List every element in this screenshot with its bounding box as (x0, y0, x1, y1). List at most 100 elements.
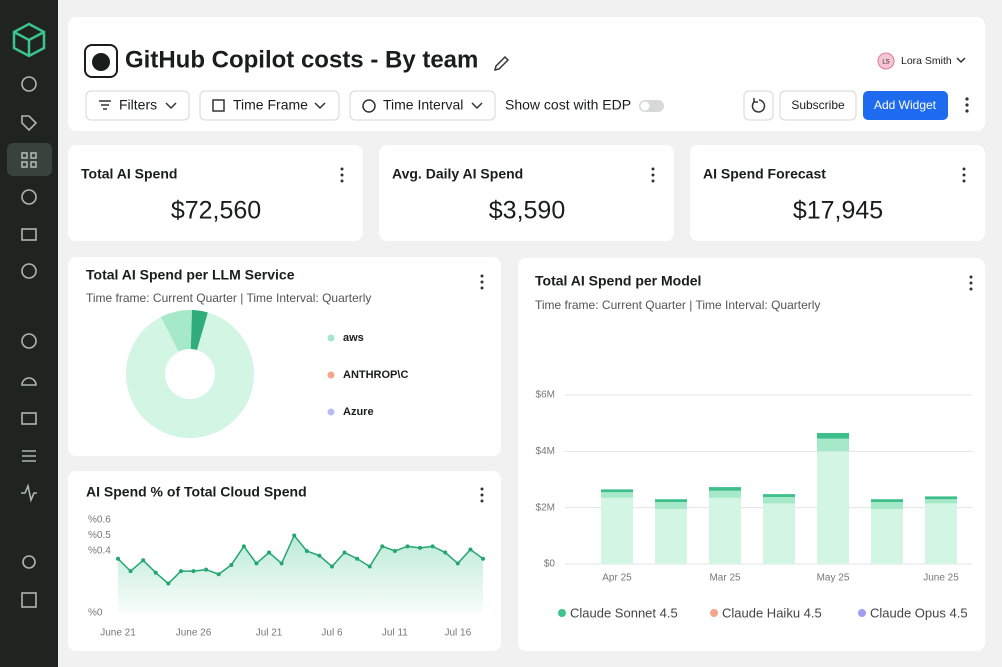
nav-users[interactable] (22, 555, 36, 569)
nav-explore[interactable] (21, 263, 37, 279)
line-point (304, 549, 309, 553)
y-tick-label: $4M (536, 446, 555, 457)
legend-label: Claude Haiku 4.5 (722, 605, 822, 620)
bar-segment (709, 490, 741, 498)
x-tick-label: Apr 25 (602, 573, 632, 584)
filters-button[interactable] (85, 90, 190, 121)
bar-segment (871, 502, 903, 510)
calendar-icon (212, 99, 225, 112)
nav-reports[interactable] (21, 189, 37, 205)
refresh-icon (751, 98, 766, 113)
line-point (216, 572, 221, 577)
nav-dash (21, 161, 28, 168)
y-tick-label: $6M (536, 390, 555, 401)
bar-segment (601, 489, 633, 493)
time-frame-button[interactable] (199, 90, 340, 121)
copilot-face (92, 53, 110, 71)
line-point (355, 556, 360, 561)
nav-wallet[interactable] (21, 412, 37, 425)
kpi-value: $72,560 (171, 197, 261, 225)
card-menu[interactable] (480, 487, 484, 503)
bar-segment (709, 487, 741, 491)
nav-dash (30, 152, 37, 159)
legend-dot (558, 609, 566, 617)
legend-label: aws (343, 332, 364, 344)
time-interval-label: Time Interval (383, 97, 463, 113)
x-tick-label: June 26 (176, 628, 212, 639)
line-point (254, 561, 259, 566)
line-point (141, 558, 146, 563)
nav-gauge[interactable] (21, 377, 37, 386)
bar-segment (925, 503, 957, 564)
line-point (342, 550, 347, 555)
line-point (191, 569, 196, 574)
line-point (241, 544, 246, 549)
legend-label: ANTHROP\C (343, 369, 408, 381)
line-point (405, 544, 410, 549)
line-point (153, 570, 158, 575)
time-interval-button[interactable] (349, 90, 496, 121)
kpi-menu (340, 173, 344, 177)
bar-segment (655, 499, 687, 503)
nav-dash (30, 161, 37, 168)
nav-active[interactable] (7, 143, 52, 176)
user-caret[interactable] (956, 57, 966, 64)
nav-activity[interactable] (21, 483, 37, 503)
line-point (178, 569, 183, 574)
bar-segment (763, 494, 795, 497)
line-point (481, 556, 485, 561)
more-menu[interactable] (965, 97, 969, 113)
nav-calendar[interactable] (21, 592, 37, 608)
pie-subtitle: Time frame: Current Quarter | Time Inter… (86, 291, 371, 305)
refresh-button[interactable] (743, 90, 774, 121)
line-point (204, 567, 209, 572)
y-tick-label: $0 (544, 559, 556, 570)
subscribe-button[interactable] (779, 90, 857, 121)
x-tick-label: Jul 6 (321, 628, 343, 639)
nav-table[interactable] (21, 228, 37, 241)
timer-icon (362, 99, 376, 113)
page-title: GitHub Copilot costs - By team (125, 46, 478, 73)
card-menu[interactable] (480, 274, 484, 290)
kpi-card (68, 145, 363, 241)
legend-dot (710, 609, 718, 617)
nav-cost[interactable] (21, 76, 37, 92)
nav-tags[interactable] (21, 115, 38, 132)
kpi-menu (651, 167, 655, 171)
bar-title: Total AI Spend per Model (535, 273, 701, 289)
pie-slice (160, 310, 193, 352)
user-name[interactable]: Lora Smith (901, 55, 952, 67)
toggle-knob (640, 101, 650, 111)
nav-check[interactable] (21, 333, 37, 349)
legend-label: Claude Opus 4.5 (870, 605, 968, 620)
caret (165, 102, 177, 110)
edit-icon[interactable] (493, 55, 510, 72)
y-tick-label: %0.6 (88, 515, 111, 526)
bar-segment (817, 433, 849, 439)
x-tick-label: Jul 16 (444, 628, 471, 639)
legend-dot (327, 371, 335, 379)
y-tick-label: %0 (88, 608, 103, 619)
line-point (455, 561, 460, 566)
legend-dot (327, 408, 335, 416)
x-tick-label: June 21 (100, 628, 136, 639)
avatar[interactable] (877, 52, 895, 70)
line-area (118, 535, 483, 613)
add-widget-button[interactable] (863, 91, 948, 120)
line-point (128, 569, 133, 574)
line-point (317, 553, 322, 558)
line-point (279, 561, 284, 566)
kpi-row: Total AI Spend $72,560 Avg. Daily AI Spend… (68, 145, 985, 241)
kpi-menu (651, 173, 655, 177)
card-menu[interactable] (969, 275, 973, 291)
line-point (367, 564, 372, 569)
x-tick-label: May 25 (817, 573, 850, 584)
kpi-card (379, 145, 674, 241)
y-tick-label: %0.5 (88, 530, 111, 541)
nav-list[interactable] (22, 450, 36, 462)
add-widget-label: Add Widget (874, 98, 937, 112)
kpi-menu (962, 173, 966, 177)
y-tick-label: $2M (536, 502, 555, 513)
pie-slice (126, 312, 255, 438)
bar-segment (817, 438, 849, 452)
